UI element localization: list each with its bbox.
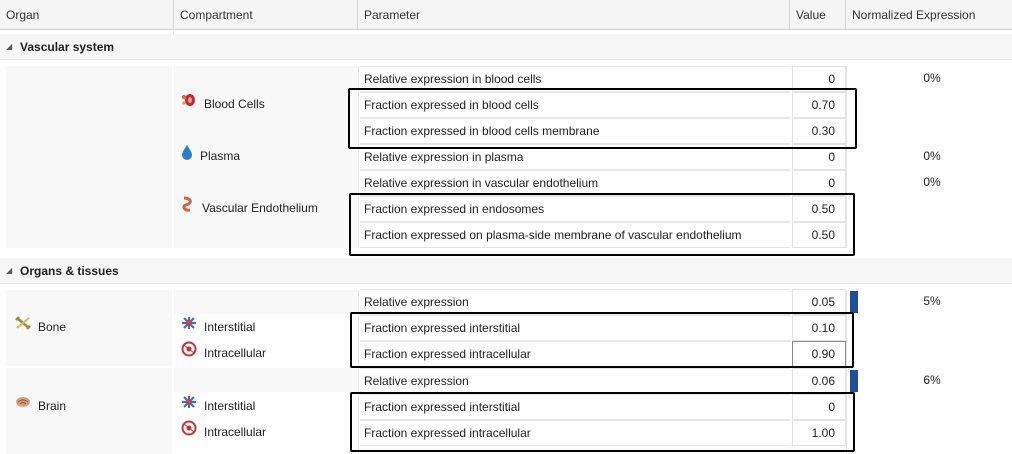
compartment-bone-intracellular[interactable]: Intracellular — [176, 341, 356, 366]
compartment-brain-interstitial[interactable]: Interstitial — [176, 394, 356, 419]
organ-brain[interactable]: Brain — [10, 394, 170, 419]
value-cell[interactable]: 0 — [792, 170, 846, 196]
parameter-cell: Fraction expressed interstitial — [360, 394, 790, 420]
compartment-band-vascular — [174, 66, 357, 248]
value-cell[interactable]: 0.05 — [792, 289, 846, 315]
column-separator — [846, 66, 847, 248]
vessel-icon — [180, 196, 196, 221]
compartment-blood-cells[interactable]: Blood Cells — [176, 92, 356, 117]
parameter-cell: Fraction expressed in blood cells — [360, 92, 790, 118]
value-cell[interactable]: 0.10 — [792, 315, 846, 341]
column-header-parameter[interactable]: Parameter — [358, 0, 790, 30]
value-cell[interactable]: 0 — [792, 66, 846, 92]
value-cell[interactable]: 0.50 — [792, 196, 846, 222]
cell-icon — [180, 420, 198, 445]
column-header-organ[interactable]: Organ — [0, 0, 174, 30]
compartment-bone-interstitial[interactable]: Interstitial — [176, 315, 356, 340]
column-separator — [358, 290, 359, 454]
value-cell[interactable]: 0.50 — [792, 222, 846, 248]
blood-cells-icon — [180, 92, 198, 117]
parameter-cell: Fraction expressed interstitial — [360, 315, 790, 341]
column-separator — [846, 290, 847, 454]
expression-bar-bone — [850, 291, 858, 313]
collapse-triangle-icon[interactable]: ◢ — [6, 42, 13, 51]
brain-icon — [14, 394, 32, 419]
parameter-cell: Fraction expressed in blood cells membra… — [360, 118, 790, 144]
parameter-cell: Fraction expressed on plasma-side membra… — [360, 222, 790, 248]
organ-band-brain — [6, 368, 172, 454]
compartment-plasma[interactable]: Plasma — [176, 144, 356, 169]
column-header-compartment[interactable]: Compartment — [174, 0, 358, 30]
normalized-expression-cell: 0% — [923, 149, 941, 163]
column-header-value[interactable]: Value — [790, 0, 846, 30]
parameter-cell: Fraction expressed intracellular — [360, 420, 790, 446]
highlight-box-blood-cells — [348, 88, 857, 149]
organ-bone[interactable]: Bone — [10, 315, 170, 340]
normalized-expression-cell: 5% — [923, 294, 941, 308]
expression-bar-brain — [850, 370, 858, 392]
highlight-box-bone — [350, 312, 854, 368]
column-separator — [173, 30, 174, 34]
collapse-triangle-icon[interactable]: ◢ — [6, 266, 13, 275]
group-row-organs-tissues[interactable]: ◢ Organs & tissues — [0, 258, 1012, 284]
column-header-normalized-expression[interactable]: Normalized Expression — [846, 0, 1012, 30]
compartment-brain-intracellular[interactable]: Intracellular — [176, 420, 356, 445]
compartment-vascular-endothelium[interactable]: Vascular Endothelium — [176, 196, 356, 221]
value-cell[interactable]: 0.70 — [792, 92, 846, 118]
interstitial-icon — [180, 394, 198, 419]
parameter-cell: Relative expression in plasma — [360, 144, 790, 170]
normalized-expression-cell: 0% — [923, 71, 941, 85]
parameter-cell: Relative expression in vascular endothel… — [360, 170, 790, 196]
value-cell[interactable]: 1.00 — [792, 420, 846, 446]
compartment-band-brain — [174, 368, 357, 392]
normalized-expression-cell: 0% — [923, 175, 941, 189]
value-cell[interactable]: 0.30 — [792, 118, 846, 144]
value-cell[interactable]: 0.06 — [792, 368, 846, 394]
parameter-cell: Fraction expressed in endosomes — [360, 196, 790, 222]
organ-band-bone — [6, 290, 172, 366]
interstitial-icon — [180, 315, 198, 340]
cell-icon — [180, 341, 198, 366]
group-label: Vascular system — [20, 40, 115, 54]
bone-icon — [14, 315, 32, 340]
value-cell[interactable]: 0 — [792, 394, 846, 420]
organ-cell-vascular — [6, 66, 172, 248]
group-row-vascular-system[interactable]: ◢ Vascular system — [0, 34, 1012, 60]
parameter-cell: Relative expression — [360, 368, 790, 394]
parameter-cell: Relative expression — [360, 289, 790, 315]
normalized-expression-cell: 6% — [923, 373, 941, 387]
highlight-box-vascular-endothelium — [349, 193, 855, 256]
group-label: Organs & tissues — [20, 264, 119, 278]
droplet-icon — [180, 144, 194, 169]
compartment-band-bone — [174, 290, 357, 314]
value-cell-selected[interactable]: 0.90 — [792, 341, 846, 367]
column-separator — [358, 66, 359, 248]
highlight-box-brain — [350, 392, 855, 452]
parameter-cell: Relative expression in blood cells — [360, 66, 790, 92]
